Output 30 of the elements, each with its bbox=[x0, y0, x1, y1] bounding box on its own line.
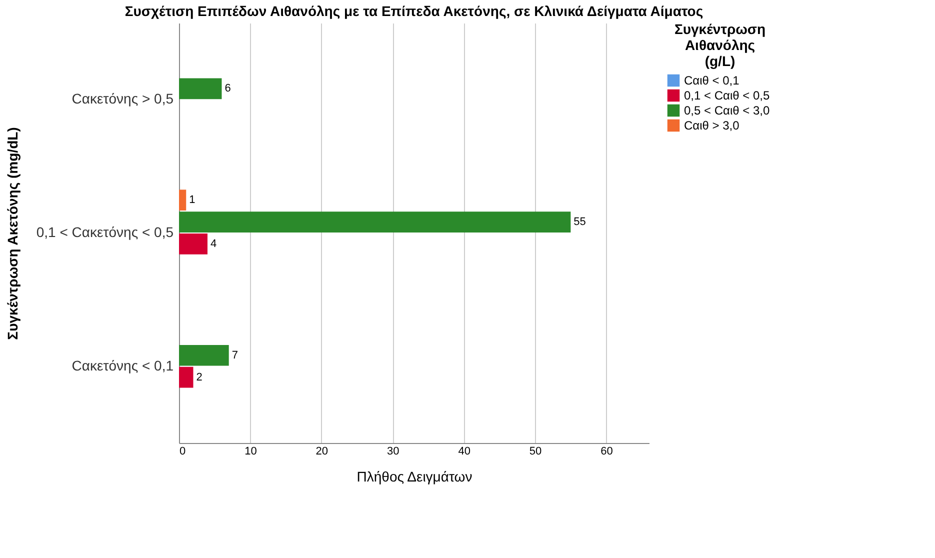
x-tick-label: 20 bbox=[316, 446, 328, 458]
x-tick-label: 60 bbox=[600, 446, 613, 458]
data-label: 1 bbox=[189, 194, 196, 206]
legend-label: Cαιθ > 3,0 bbox=[684, 118, 740, 132]
y-tick-label: Cακετόνης < 0,1 bbox=[72, 357, 174, 374]
chart-title: Συσχέτιση Επιπέδων Αιθανόλης με τα Επίπεδα Ακετόνης, σε Κλινικά Δείγματα Αίματος bbox=[124, 3, 704, 19]
bar bbox=[179, 212, 571, 232]
bar bbox=[179, 234, 208, 254]
x-tick-label: 50 bbox=[529, 446, 542, 458]
x-tick-label: 30 bbox=[387, 446, 400, 458]
legend-title: Συγκέντρωση Αιθανόλης (g/L) bbox=[674, 21, 766, 69]
x-tick-label: 10 bbox=[244, 446, 257, 458]
y-axis-title: Συγκέντρωση Ακετόνης (mg/dL) bbox=[4, 127, 20, 340]
legend-label: 0,1 < Cαιθ < 0,5 bbox=[684, 88, 770, 102]
x-tick-label: 40 bbox=[458, 446, 470, 458]
x-tick-label: 0 bbox=[180, 446, 186, 458]
data-label: 6 bbox=[224, 82, 231, 95]
bar bbox=[179, 190, 186, 211]
legend-label: 0,5 < Cαιθ < 3,0 bbox=[684, 104, 770, 118]
data-label: 55 bbox=[574, 216, 586, 228]
legend-label: Cαιθ < 0,1 bbox=[684, 74, 740, 88]
bar bbox=[179, 78, 222, 100]
bar bbox=[179, 366, 194, 388]
data-label: 7 bbox=[232, 349, 238, 362]
x-axis-title: Πλήθος Δειγμάτων bbox=[356, 468, 472, 484]
y-tick-label: 0,1 < Cακετόνης < 0,5 bbox=[36, 224, 174, 240]
y-tick-label: Cακετόνης > 0,5 bbox=[72, 90, 174, 107]
data-label: 4 bbox=[210, 238, 217, 250]
bar bbox=[179, 344, 229, 366]
data-label: 2 bbox=[196, 371, 202, 384]
